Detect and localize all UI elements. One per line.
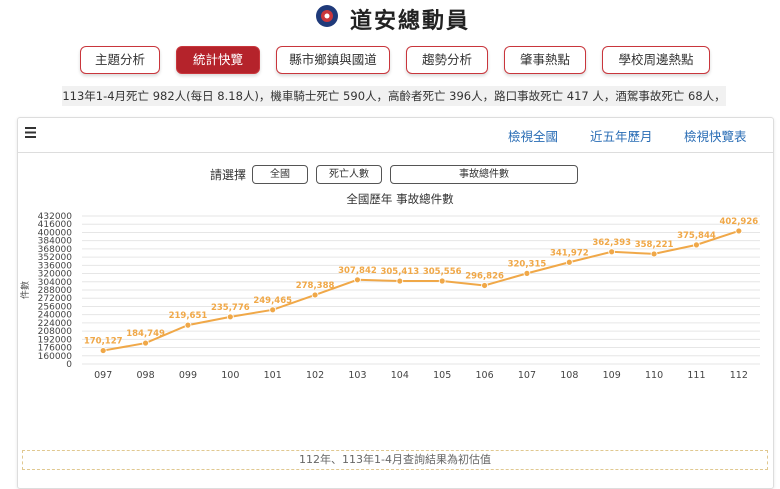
value-label: 235,776 bbox=[211, 303, 250, 313]
x-tick-label: 108 bbox=[560, 370, 578, 381]
nav-button[interactable]: 縣市鄉鎮與國道 bbox=[276, 46, 390, 74]
y-tick-label: 416000 bbox=[38, 220, 73, 230]
x-tick-label: 110 bbox=[645, 370, 663, 381]
nav-button[interactable]: 趨勢分析 bbox=[406, 46, 488, 74]
toolbar-link[interactable]: 檢視全國 bbox=[508, 129, 559, 144]
point bbox=[354, 276, 361, 284]
y-tick-label: 256000 bbox=[38, 302, 73, 312]
value-label: 375,844 bbox=[677, 231, 716, 241]
point bbox=[608, 248, 616, 256]
divider bbox=[17, 152, 773, 153]
x-tick-label: 100 bbox=[221, 370, 239, 381]
chart: 全國歷年 事故總件數 件數 01600001760001920002080002… bbox=[19, 192, 760, 381]
select[interactable]: 死亡人數 bbox=[316, 165, 382, 184]
point bbox=[565, 258, 573, 266]
value-label: 170,127 bbox=[84, 337, 123, 347]
point bbox=[438, 277, 446, 285]
line bbox=[103, 229, 740, 352]
x-tick-label: 101 bbox=[264, 370, 282, 381]
x-tick-label: 098 bbox=[136, 370, 154, 381]
point bbox=[481, 282, 488, 289]
y-tick-label: 304000 bbox=[38, 278, 73, 288]
x-tick-label: 105 bbox=[433, 370, 451, 381]
nav-button[interactable]: 主題分析 bbox=[80, 46, 160, 74]
y-tick-label: 336000 bbox=[38, 261, 73, 271]
y-tick-label: 368000 bbox=[38, 245, 73, 255]
x-tick-label: 099 bbox=[179, 370, 197, 381]
point bbox=[311, 291, 319, 299]
select[interactable]: 事故總件數 bbox=[390, 165, 578, 184]
value-label: 296,826 bbox=[465, 271, 504, 281]
toolbar-link[interactable]: 近五年歷月 bbox=[590, 129, 653, 144]
y-tick-label: 288000 bbox=[38, 286, 73, 296]
value-label: 184,749 bbox=[126, 329, 165, 339]
value-label: 249,465 bbox=[253, 296, 292, 306]
ticker: 113年1-4月死亡 982人(每日 8.18人)，機車騎士死亡 590人，高齡… bbox=[62, 86, 726, 106]
menu-icon[interactable] bbox=[25, 127, 37, 138]
value-label: 278,388 bbox=[296, 281, 335, 291]
value-label: 305,556 bbox=[423, 267, 462, 277]
value-label: 320,315 bbox=[508, 259, 547, 269]
value-label: 341,972 bbox=[550, 248, 589, 258]
x-tick-label: 109 bbox=[603, 370, 621, 381]
y-tick-label: 320000 bbox=[38, 270, 73, 280]
y-tick-label: 432000 bbox=[38, 212, 73, 222]
y-tick-label: 400000 bbox=[38, 228, 73, 238]
y-tick-label: 240000 bbox=[38, 311, 73, 321]
filter-label: 請選擇 bbox=[210, 168, 247, 182]
x-tick-label: 111 bbox=[687, 370, 705, 381]
point bbox=[735, 227, 743, 235]
x-tick-label: 112 bbox=[730, 370, 748, 381]
x-tick-label: 103 bbox=[348, 370, 366, 381]
point bbox=[523, 269, 531, 277]
y-tick-label: 192000 bbox=[38, 335, 73, 345]
nav-button[interactable]: 統計快覽 bbox=[176, 46, 260, 74]
value-label: 307,842 bbox=[338, 266, 377, 276]
value-label: 219,651 bbox=[169, 311, 208, 321]
y-tick-label: 176000 bbox=[38, 344, 73, 354]
point bbox=[184, 321, 192, 329]
select[interactable]: 全國 bbox=[252, 165, 308, 184]
chart-title: 全國歷年 事故總件數 bbox=[346, 192, 454, 206]
x-tick-label: 097 bbox=[94, 370, 112, 381]
note: 112年、113年1-4月查詢結果為初估值 bbox=[22, 450, 768, 470]
y-tick-label: 272000 bbox=[38, 294, 73, 304]
y-tick-label: 0 bbox=[66, 360, 72, 370]
x-tick-label: 106 bbox=[475, 370, 493, 381]
x-tick-label: 102 bbox=[306, 370, 324, 381]
page: 道安總動員 主題分析 統計快覽 縣市鄉鎮與國道 趨勢分析 肇事熱點 學校周邊熱點… bbox=[17, 5, 774, 489]
nav-button[interactable]: 學校周邊熱點 bbox=[602, 46, 710, 74]
y-tick-label: 352000 bbox=[38, 253, 73, 263]
y-tick-label: 208000 bbox=[38, 327, 73, 337]
x-tick-label: 104 bbox=[391, 370, 409, 381]
point bbox=[396, 277, 404, 285]
point bbox=[142, 339, 149, 347]
x-tick-label: 107 bbox=[518, 370, 536, 381]
value-label: 402,926 bbox=[719, 217, 758, 227]
value-label: 358,221 bbox=[635, 240, 674, 250]
site-title: 道安總動員 bbox=[350, 9, 471, 34]
point bbox=[99, 347, 107, 354]
value-label: 362,393 bbox=[592, 238, 631, 248]
point bbox=[226, 313, 234, 321]
y-axis-label: 件數 bbox=[19, 281, 31, 299]
value-label: 305,413 bbox=[380, 267, 419, 277]
point bbox=[269, 306, 277, 314]
nav-button[interactable]: 肇事熱點 bbox=[504, 46, 586, 74]
point bbox=[650, 250, 658, 258]
y-tick-label: 384000 bbox=[38, 237, 73, 247]
y-tick-label: 160000 bbox=[38, 352, 73, 362]
y-tick-label: 224000 bbox=[38, 319, 73, 329]
toolbar-link[interactable]: 檢視快覽表 bbox=[684, 129, 747, 144]
logo bbox=[316, 5, 338, 27]
point bbox=[693, 241, 700, 249]
